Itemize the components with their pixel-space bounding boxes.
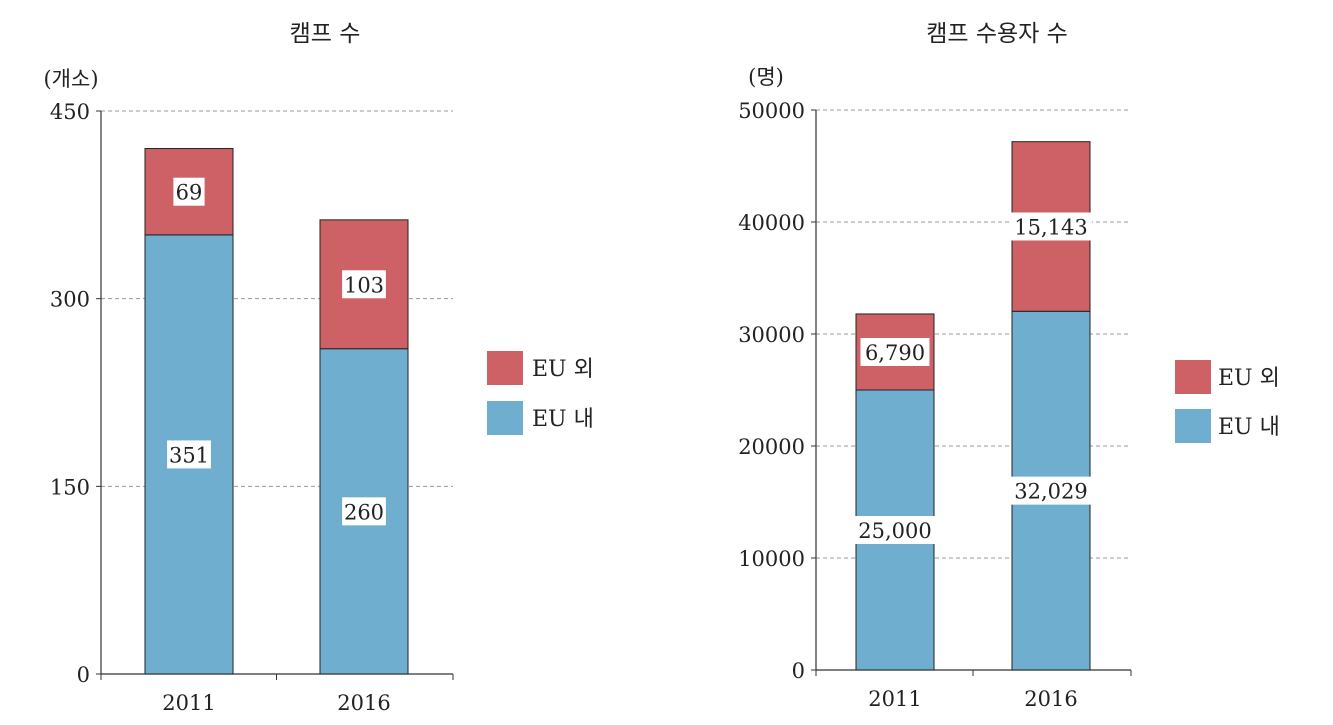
y-tick-label: 20000: [738, 435, 805, 459]
y-tick-label: 30000: [738, 323, 805, 347]
legend-swatch-eu-inside: [1175, 409, 1211, 443]
y-unit-label: (명): [748, 65, 784, 89]
x-tick-label: 2016: [1024, 687, 1077, 711]
data-label: 351: [169, 443, 209, 467]
chart-title: 캠프 수: [290, 21, 361, 47]
chart-camp-count: 0 150 300 450 351 69 2011 260 103 2016 캠프 수 (개소) EU …: [43, 21, 593, 715]
legend-swatch-eu-outside: [1175, 360, 1211, 394]
data-label: 15,143: [1014, 215, 1087, 239]
legend-label-eu-outside: EU 외: [1218, 366, 1280, 391]
data-label-box: [1010, 476, 1092, 505]
y-tick-label: 150: [50, 475, 90, 499]
data-label-box: [342, 497, 386, 526]
legend-swatch-eu-outside: [487, 351, 523, 385]
y-tick-label: 10000: [738, 547, 805, 571]
data-label-box: [342, 270, 386, 299]
legend-label-eu-outside: EU 외: [532, 357, 594, 382]
y-tick-label: 50000: [738, 99, 805, 123]
y-tick-label: 0: [77, 663, 90, 687]
data-label: 69: [176, 181, 203, 205]
x-tick-label: 2016: [337, 691, 390, 715]
data-label-box: [1010, 212, 1092, 241]
data-label-box: [860, 337, 930, 366]
x-tick-label: 2011: [162, 691, 215, 715]
data-label-box: [854, 516, 936, 544]
legend-label-eu-inside: EU 내: [532, 407, 594, 432]
y-tick-label: 300: [50, 288, 90, 312]
legend-swatch-eu-inside: [487, 401, 523, 435]
y-tick-label: 40000: [738, 211, 805, 235]
data-label: 25,000: [858, 519, 931, 543]
data-label: 6,790: [865, 341, 925, 365]
x-tick-label: 2011: [868, 687, 921, 711]
data-label-box: [173, 177, 205, 206]
y-tick-label: 0: [792, 659, 805, 683]
legend-label-eu-inside: EU 내: [1218, 415, 1280, 440]
y-unit-label: (개소): [43, 67, 98, 91]
y-tick-label: 450: [50, 100, 90, 124]
data-label: 260: [344, 500, 384, 524]
chart-camp-inmates: 0 10000 20000 30000 40000 50000 25,000 6,790 201…: [738, 21, 1280, 711]
chart-title: 캠프 수용자 수: [926, 21, 1068, 47]
data-label: 32,029: [1014, 480, 1087, 504]
data-label: 103: [344, 273, 384, 297]
data-label-box: [167, 440, 211, 469]
